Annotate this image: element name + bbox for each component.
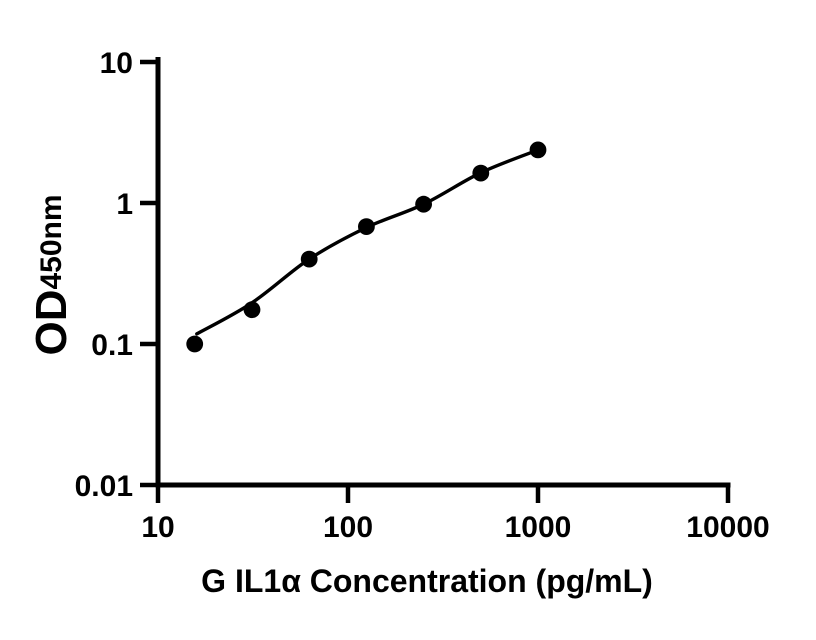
y-tick-label-0.01: 0.01 [74,470,133,503]
data-point-marker [186,335,204,353]
y-axis-title-main: OD [27,289,76,356]
data-point-marker [472,164,490,182]
x-axis-title: G IL1α Concentration (pg/mL) [201,563,653,599]
data-point-marker [415,195,432,213]
data-point-marker [300,250,318,268]
x-tick-label-100: 100 [322,511,374,544]
data-point-marker [358,218,375,236]
y-tick-label-10: 10 [99,47,133,80]
y-axis-title: OD 450nm [27,194,76,356]
data-point-marker [529,141,547,159]
y-axis-title-subscript: 450nm [35,194,68,290]
x-tick-label-10000: 10000 [686,511,770,544]
x-tick-label-1000: 1000 [504,511,572,544]
data-point-marker [243,301,261,319]
y-tick-label-0.1: 0.1 [91,329,133,362]
y-tick-label-1: 1 [116,188,133,221]
x-tick-label-10: 10 [141,511,175,544]
